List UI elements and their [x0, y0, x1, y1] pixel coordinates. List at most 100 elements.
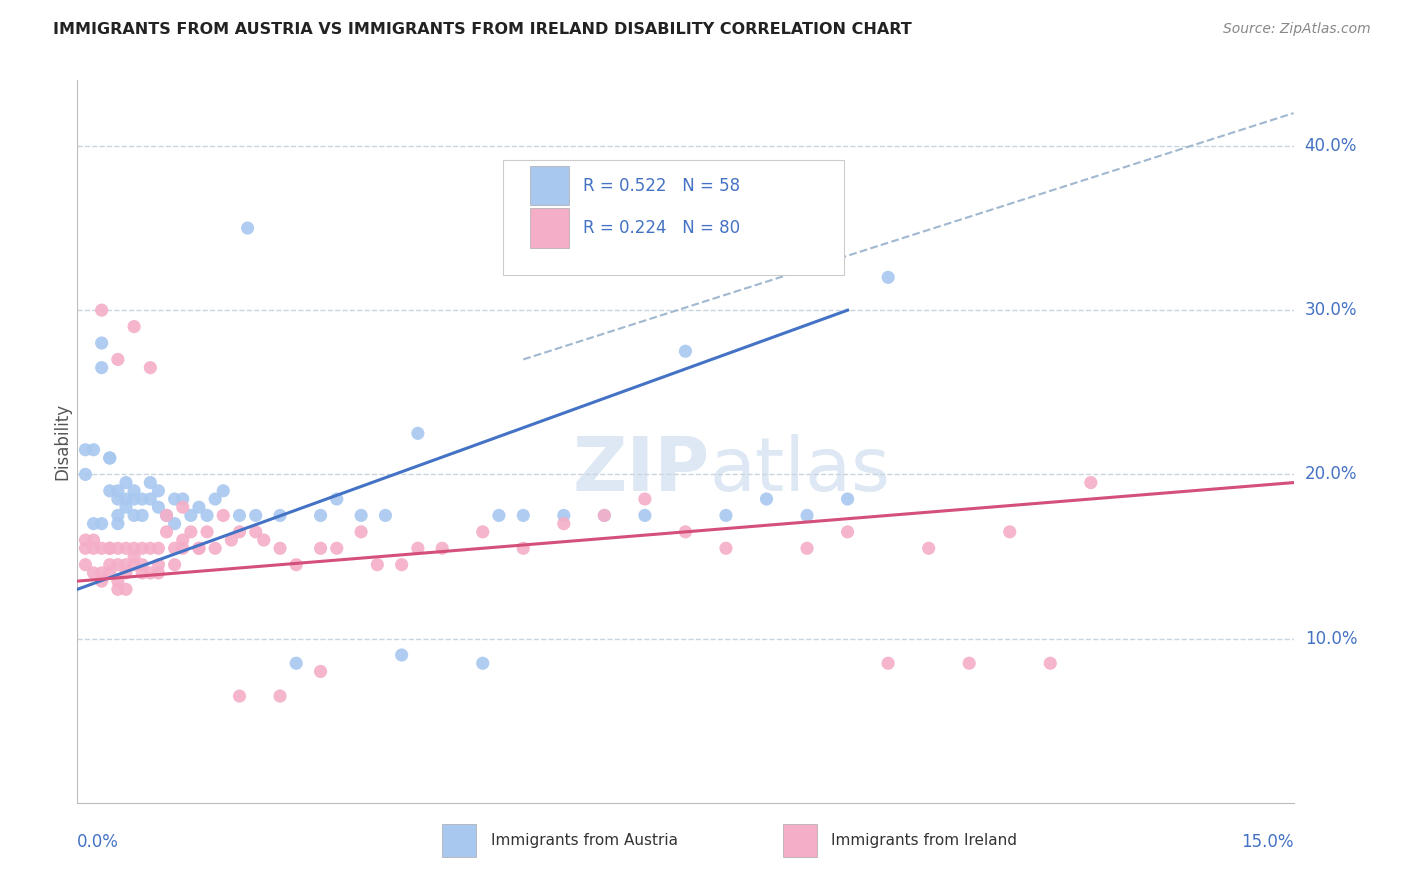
Point — [309, 508, 332, 523]
Point — [122, 319, 145, 334]
Point — [98, 558, 121, 572]
Point — [471, 657, 494, 671]
Point — [714, 508, 737, 523]
Point — [83, 533, 105, 547]
Point — [122, 558, 145, 572]
Point — [228, 524, 250, 539]
Point — [107, 574, 129, 588]
Point — [714, 541, 737, 556]
Point — [245, 524, 267, 539]
Point — [269, 541, 291, 556]
Point — [430, 541, 453, 556]
Point — [90, 574, 112, 588]
Point — [139, 491, 162, 506]
Point — [122, 491, 145, 506]
Point — [155, 508, 177, 523]
Text: 0.0%: 0.0% — [77, 833, 120, 851]
Text: 30.0%: 30.0% — [1305, 301, 1357, 319]
Point — [877, 270, 900, 285]
Point — [98, 483, 121, 498]
Point — [98, 541, 121, 556]
Point — [212, 508, 235, 523]
Point — [98, 450, 121, 465]
Point — [350, 508, 373, 523]
Point — [148, 566, 170, 580]
Point — [172, 491, 194, 506]
Text: Immigrants from Ireland: Immigrants from Ireland — [831, 833, 1018, 848]
Point — [593, 508, 616, 523]
Point — [131, 491, 153, 506]
Point — [115, 558, 138, 572]
Point — [236, 221, 259, 235]
Point — [1039, 657, 1062, 671]
Point — [471, 524, 494, 539]
Point — [309, 541, 332, 556]
Point — [163, 516, 186, 531]
Point — [107, 558, 129, 572]
Point — [75, 558, 97, 572]
Point — [406, 426, 429, 441]
Text: R = 0.224   N = 80: R = 0.224 N = 80 — [583, 219, 741, 237]
Point — [163, 558, 186, 572]
Point — [374, 508, 396, 523]
Point — [877, 657, 900, 671]
Point — [512, 541, 534, 556]
Point — [221, 533, 243, 547]
Point — [75, 533, 97, 547]
Point — [131, 508, 153, 523]
Text: 40.0%: 40.0% — [1305, 137, 1357, 155]
Point — [269, 508, 291, 523]
Bar — [530, 208, 568, 248]
Point — [837, 491, 859, 506]
Point — [115, 491, 138, 506]
Text: R = 0.522   N = 58: R = 0.522 N = 58 — [583, 177, 741, 194]
Point — [285, 558, 308, 572]
Point — [115, 566, 138, 580]
Text: 15.0%: 15.0% — [1241, 833, 1294, 851]
Point — [107, 516, 129, 531]
Point — [98, 541, 121, 556]
Point — [309, 665, 332, 679]
Point — [212, 483, 235, 498]
Point — [172, 541, 194, 556]
Point — [122, 541, 145, 556]
Point — [172, 500, 194, 515]
Point — [75, 467, 97, 482]
Point — [90, 336, 112, 351]
Point — [228, 508, 250, 523]
Point — [188, 541, 211, 556]
Point — [139, 541, 162, 556]
Point — [131, 541, 153, 556]
Point — [155, 508, 177, 523]
Bar — [530, 166, 568, 205]
Point — [139, 360, 162, 375]
Text: Source: ZipAtlas.com: Source: ZipAtlas.com — [1223, 22, 1371, 37]
Point — [180, 508, 202, 523]
Point — [155, 524, 177, 539]
Point — [115, 582, 138, 597]
Point — [918, 541, 941, 556]
Point — [107, 352, 129, 367]
Text: IMMIGRANTS FROM AUSTRIA VS IMMIGRANTS FROM IRELAND DISABILITY CORRELATION CHART: IMMIGRANTS FROM AUSTRIA VS IMMIGRANTS FR… — [53, 22, 912, 37]
Bar — [441, 824, 477, 857]
Point — [837, 524, 859, 539]
Point — [163, 541, 186, 556]
Point — [172, 533, 194, 547]
Point — [634, 508, 657, 523]
Point — [83, 541, 105, 556]
Point — [553, 508, 575, 523]
Point — [98, 566, 121, 580]
Point — [675, 344, 697, 359]
Text: atlas: atlas — [710, 434, 891, 507]
Point — [188, 541, 211, 556]
Point — [488, 508, 510, 523]
Point — [675, 524, 697, 539]
Text: ZIP: ZIP — [572, 434, 710, 507]
Point — [180, 524, 202, 539]
Point — [131, 566, 153, 580]
Point — [148, 541, 170, 556]
Text: Immigrants from Austria: Immigrants from Austria — [491, 833, 678, 848]
Point — [755, 491, 778, 506]
Point — [326, 541, 349, 556]
Point — [75, 442, 97, 457]
